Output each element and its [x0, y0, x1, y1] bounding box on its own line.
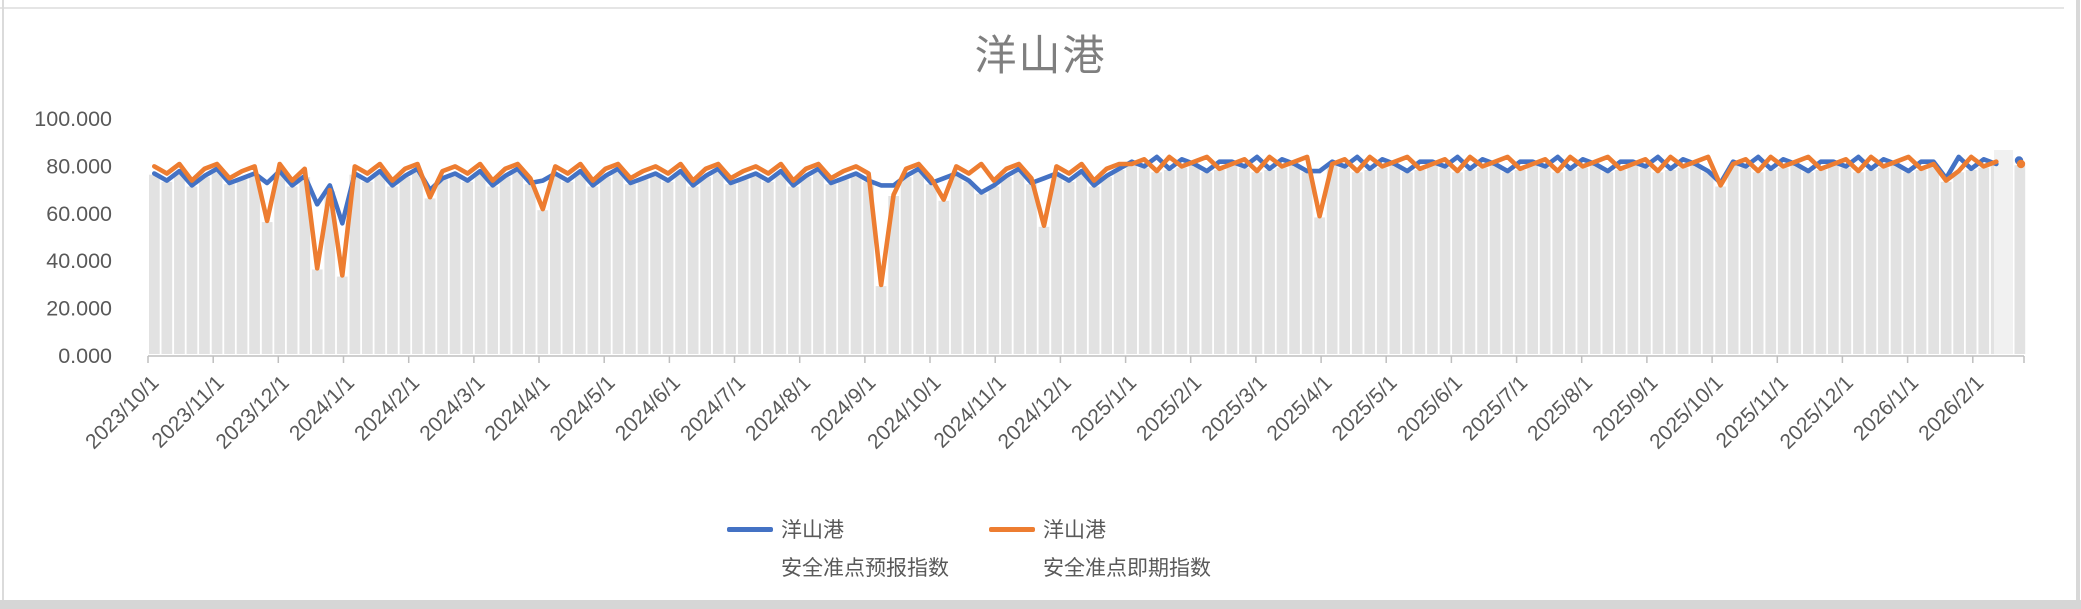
x-axis-tick-label: 2024/2/1: [350, 371, 424, 445]
trailing-point: [2014, 156, 2026, 169]
x-axis-tick-label: 2024/7/1: [676, 371, 750, 445]
x-axis-tick-label: 2025/1/1: [1067, 371, 1141, 445]
x-axis-tick-label: 2026/2/1: [1914, 371, 1988, 445]
legend-entry-forecast[interactable]: 洋山港 安全准点预报指数: [727, 512, 949, 588]
x-axis-tick-label: 2026/1/1: [1849, 371, 1923, 445]
x-axis-tick-label: 2024/5/1: [546, 371, 620, 445]
x-axis-tick-label: 2024/3/1: [415, 371, 489, 445]
legend-label-spot-line2: 安全准点即期指数: [1043, 557, 1211, 580]
window-bottom-strip: [0, 600, 2081, 609]
window-left-border: [2, 0, 4, 600]
x-axis-tick-label: 2024/4/1: [480, 371, 554, 445]
legend-label-forecast: 洋山港 安全准点预报指数: [781, 512, 949, 588]
x-axis-labels: 2023/10/12023/11/12023/12/12024/1/12024/…: [81, 371, 1988, 453]
legend-line-swatch-orange-icon: [989, 527, 1035, 532]
y-axis-tick-label: 40.000: [46, 249, 112, 273]
backdrop-bars: [149, 150, 2026, 354]
legend-label-spot-line1: 洋山港: [1043, 519, 1106, 542]
chart-legend: 洋山港 安全准点预报指数 洋山港 安全准点即期指数: [727, 512, 1211, 588]
y-axis-tick-label: 80.000: [46, 154, 112, 178]
legend-entry-spot[interactable]: 洋山港 安全准点即期指数: [989, 512, 1211, 588]
legend-line-swatch-blue-icon: [727, 527, 773, 532]
y-axis-tick-label: 20.000: [46, 297, 112, 321]
series-spot-line[interactable]: [152, 154, 1999, 288]
x-axis-tick-label: 2025/4/1: [1263, 371, 1337, 445]
x-axis-tick-label: 2024/8/1: [741, 371, 815, 445]
legend-label-forecast-line2: 安全准点预报指数: [781, 557, 949, 580]
y-axis-labels: 0.000 20.000 40.000 60.000 80.000 100.000: [34, 107, 112, 368]
y-axis-tick-label: 60.000: [46, 202, 112, 226]
x-axis: [147, 355, 2025, 363]
x-axis-tick-label: 2025/5/1: [1328, 371, 1402, 445]
window-right-border: [2076, 0, 2080, 600]
x-axis-tick-label: 2025/6/1: [1393, 371, 1467, 445]
legend-label-spot: 洋山港 安全准点即期指数: [1043, 512, 1211, 588]
y-axis-tick-label: 100.000: [34, 107, 112, 131]
chart-top-border: [0, 7, 2064, 9]
chart-title[interactable]: 洋山港: [974, 32, 1107, 79]
x-axis-tick-label: 2024/1/1: [285, 371, 359, 445]
x-axis-tick-label: 2024/6/1: [611, 371, 685, 445]
x-axis-tick-label: 2025/8/1: [1523, 371, 1597, 445]
x-axis-tick-label: 2025/2/1: [1132, 371, 1206, 445]
y-axis-tick-label: 0.000: [58, 344, 112, 368]
legend-label-forecast-line1: 洋山港: [781, 519, 844, 542]
x-axis-tick-label: 2025/3/1: [1197, 371, 1271, 445]
x-axis-tick-label: 2025/7/1: [1458, 371, 1532, 445]
